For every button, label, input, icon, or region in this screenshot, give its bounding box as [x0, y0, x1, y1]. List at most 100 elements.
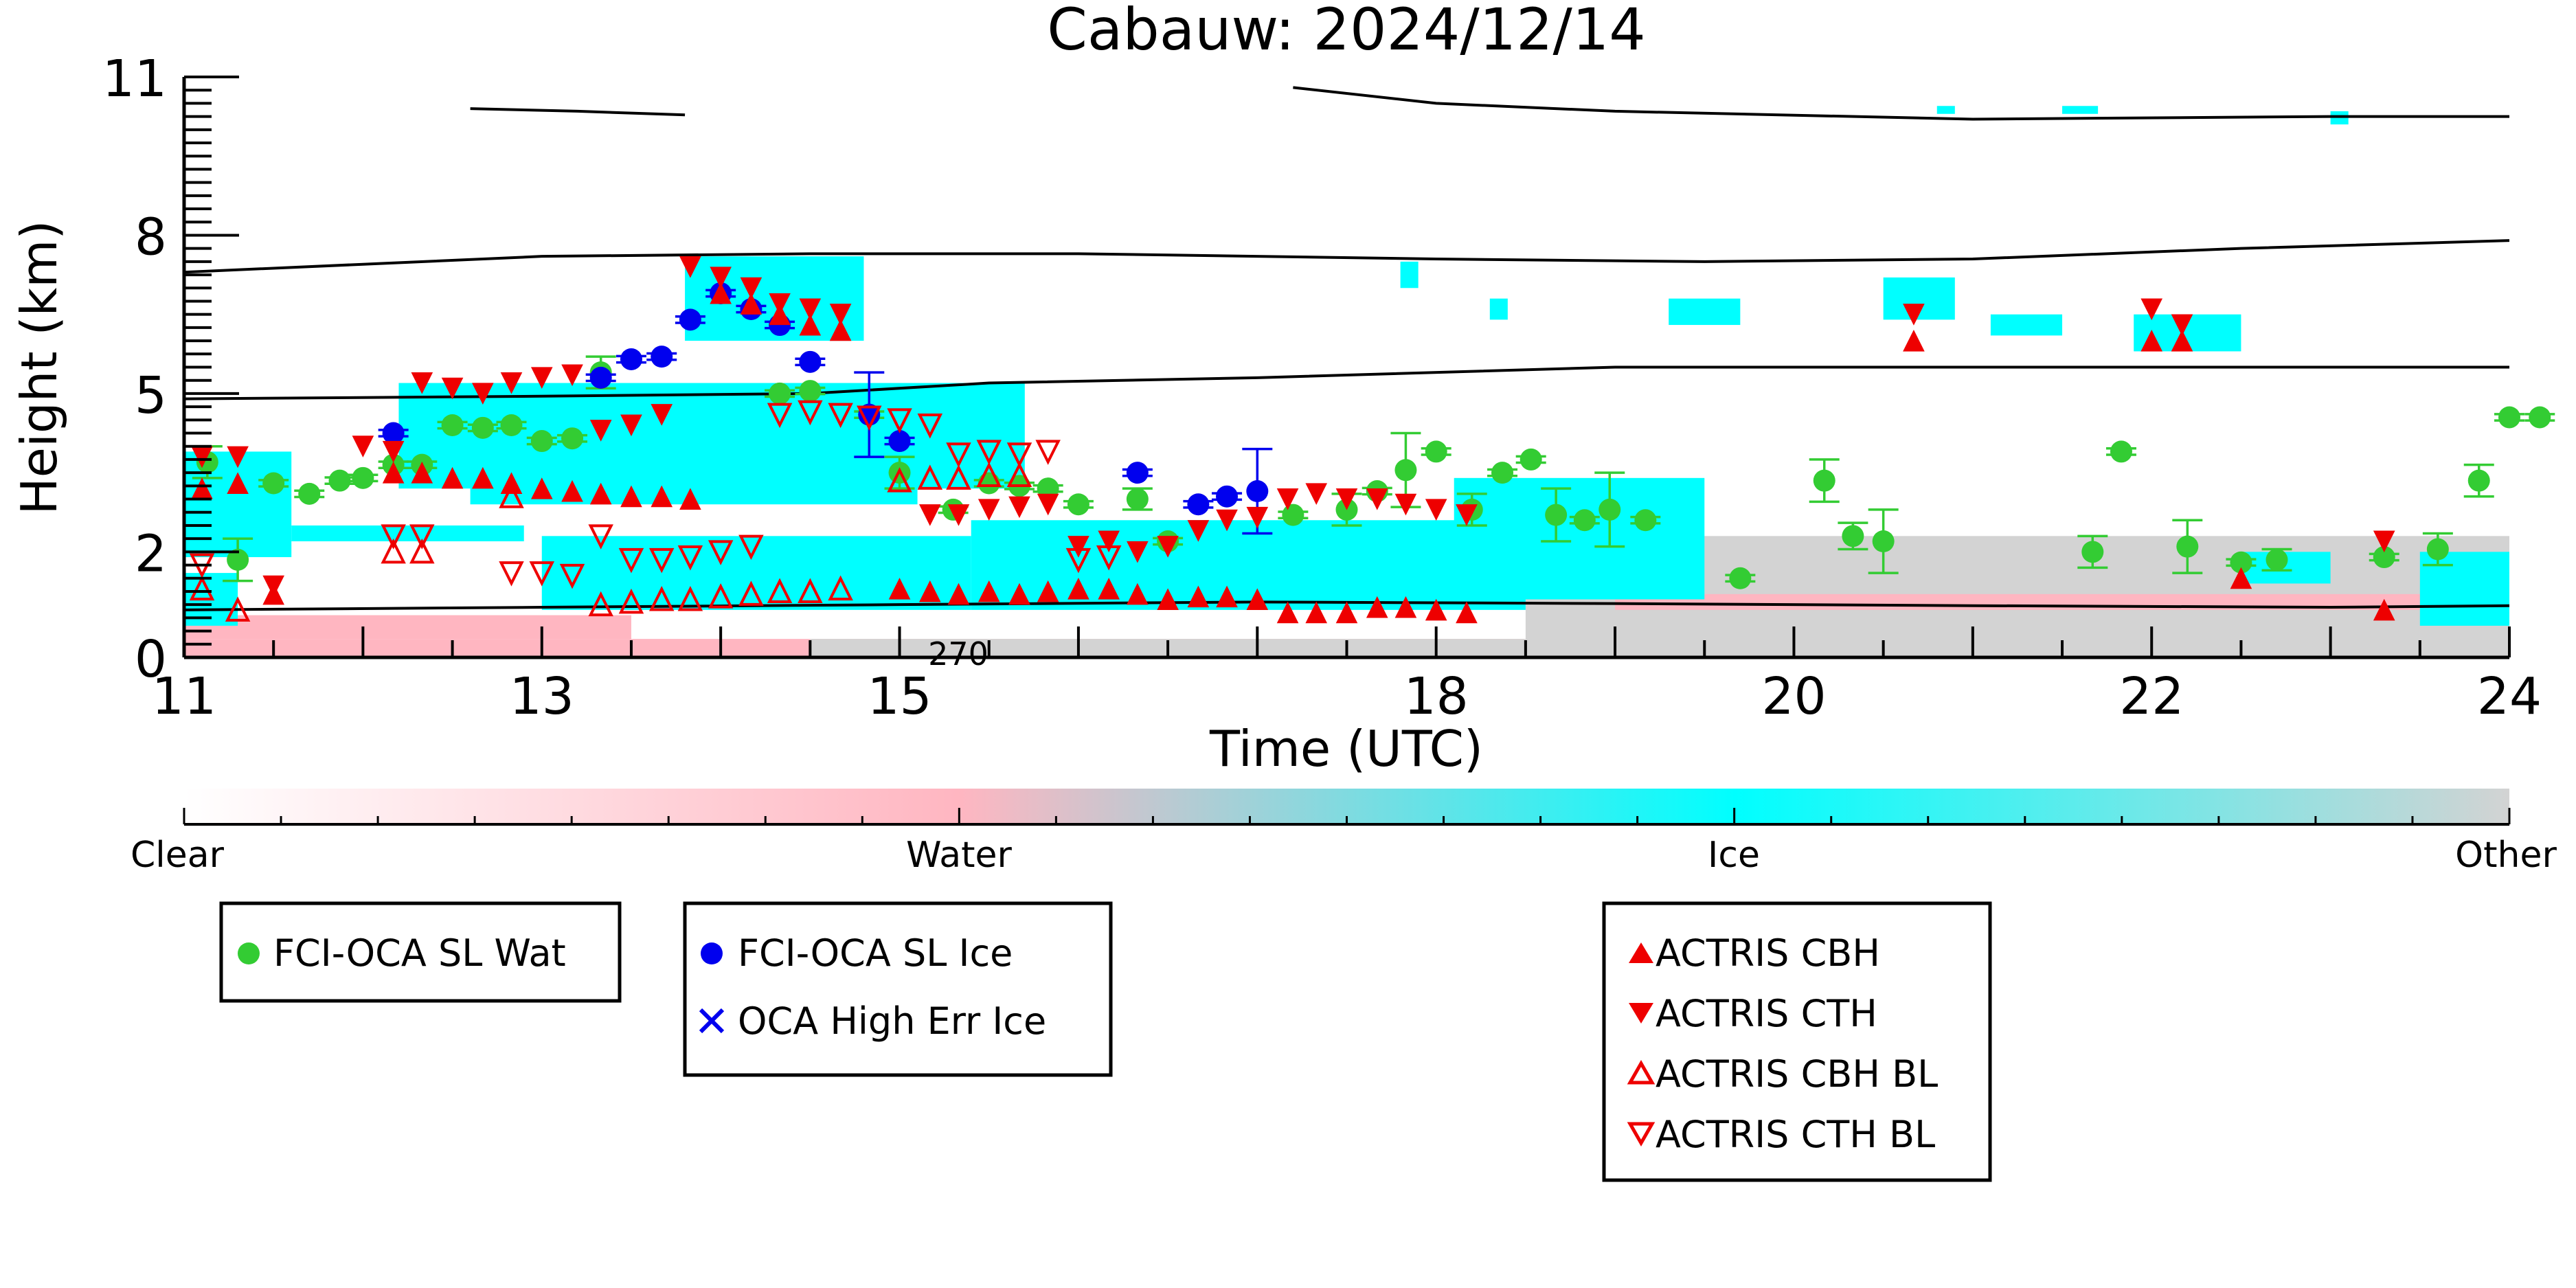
- point: [769, 382, 791, 405]
- legend-label-actris-cth: ACTRIS CTH: [1656, 992, 1877, 1035]
- point: [710, 282, 732, 304]
- point: [589, 420, 612, 442]
- series-actris-cbh-bl: [189, 462, 1032, 622]
- point: [189, 575, 215, 601]
- point: [561, 364, 583, 387]
- point: [1006, 442, 1032, 468]
- point: [887, 408, 912, 433]
- point: [651, 346, 673, 368]
- class-patch: [1400, 261, 1419, 289]
- point: [1096, 545, 1122, 571]
- x-tick-label: 18: [1404, 667, 1469, 726]
- point: [978, 499, 1000, 521]
- contour-line: [470, 107, 686, 117]
- point: [1098, 578, 1120, 600]
- point: [947, 583, 970, 605]
- point: [1127, 583, 1149, 605]
- point: [2171, 314, 2193, 337]
- point: [769, 293, 791, 315]
- point: [1366, 596, 1388, 618]
- point: [708, 583, 734, 609]
- point: [227, 446, 249, 468]
- point: [857, 405, 882, 431]
- point: [2373, 546, 2395, 569]
- point: [530, 430, 553, 453]
- point: [262, 575, 285, 598]
- point: [1067, 578, 1089, 600]
- point: [767, 578, 793, 603]
- point: [561, 427, 584, 450]
- point: [918, 580, 941, 602]
- point: [500, 372, 523, 394]
- point: [1545, 504, 1568, 526]
- point: [1037, 580, 1059, 602]
- point: [978, 580, 1000, 602]
- plot-area: 270: [184, 77, 2555, 673]
- point: [740, 293, 762, 315]
- point: [618, 547, 644, 574]
- point: [2110, 440, 2132, 463]
- legend-marker-actris-cbh-bl: [1627, 1059, 1656, 1085]
- point: [679, 256, 701, 278]
- point: [1035, 440, 1061, 465]
- x-tick-label: 15: [867, 667, 931, 726]
- point: [441, 414, 464, 436]
- contour-line: [184, 239, 2509, 274]
- point: [1491, 462, 1514, 484]
- point: [648, 547, 675, 574]
- point: [1008, 496, 1030, 519]
- point: [1394, 493, 1417, 516]
- point: [1394, 459, 1417, 482]
- point: [1335, 488, 1358, 510]
- class-patch: [1454, 477, 1705, 600]
- point: [1216, 585, 1238, 608]
- point: [651, 404, 673, 426]
- point: [798, 400, 823, 426]
- point: [1067, 493, 1089, 516]
- contour-line: [1293, 86, 2509, 121]
- point: [708, 540, 734, 565]
- x-tick-label: 13: [510, 667, 574, 726]
- point: [1903, 304, 1925, 326]
- legend-box-water: FCI-OCA SL Wat: [219, 901, 622, 1003]
- class-patch: [2062, 106, 2099, 114]
- legend-label-fci-oca-sl-ice: FCI-OCA SL Ice: [738, 931, 1013, 975]
- legend-label-fci-oca-sl-wat: FCI-OCA SL Wat: [273, 931, 566, 975]
- point: [888, 430, 911, 453]
- point: [298, 482, 321, 505]
- point: [2529, 406, 2551, 429]
- point: [947, 504, 970, 526]
- class-patch: [1936, 106, 1955, 114]
- legend-label-actris-cbh-bl: ACTRIS CBH BL: [1656, 1052, 1938, 1096]
- point: [1006, 462, 1032, 487]
- point: [225, 596, 251, 622]
- point: [2467, 469, 2490, 492]
- point: [1126, 488, 1149, 510]
- point: [588, 524, 613, 550]
- point: [1157, 536, 1179, 558]
- point: [620, 348, 642, 370]
- point: [829, 304, 852, 326]
- point: [798, 578, 823, 603]
- point: [1519, 448, 1542, 471]
- point: [829, 319, 852, 341]
- point: [1394, 596, 1417, 618]
- axes: 0 2 5 8 11 11 13 15 18 20 22 24: [102, 49, 2542, 726]
- point: [1246, 506, 1269, 529]
- legend-label-actris-cbh: ACTRIS CBH: [1656, 931, 1880, 975]
- legend-label-actris-cth-bl: ACTRIS CTH BL: [1656, 1113, 1935, 1156]
- point: [1008, 583, 1030, 605]
- point: [946, 464, 971, 490]
- class-label-other: Other: [2455, 835, 2557, 876]
- point: [1305, 601, 1328, 624]
- point: [472, 383, 494, 405]
- point: [1187, 493, 1210, 516]
- legend-marker-fci-oca-sl-ice: [701, 942, 723, 964]
- class-patch: [184, 615, 631, 640]
- x-tick-label: 22: [2119, 667, 2184, 726]
- point: [767, 403, 793, 429]
- y-tick-label: 11: [102, 49, 167, 109]
- point: [710, 267, 732, 289]
- point: [352, 436, 374, 457]
